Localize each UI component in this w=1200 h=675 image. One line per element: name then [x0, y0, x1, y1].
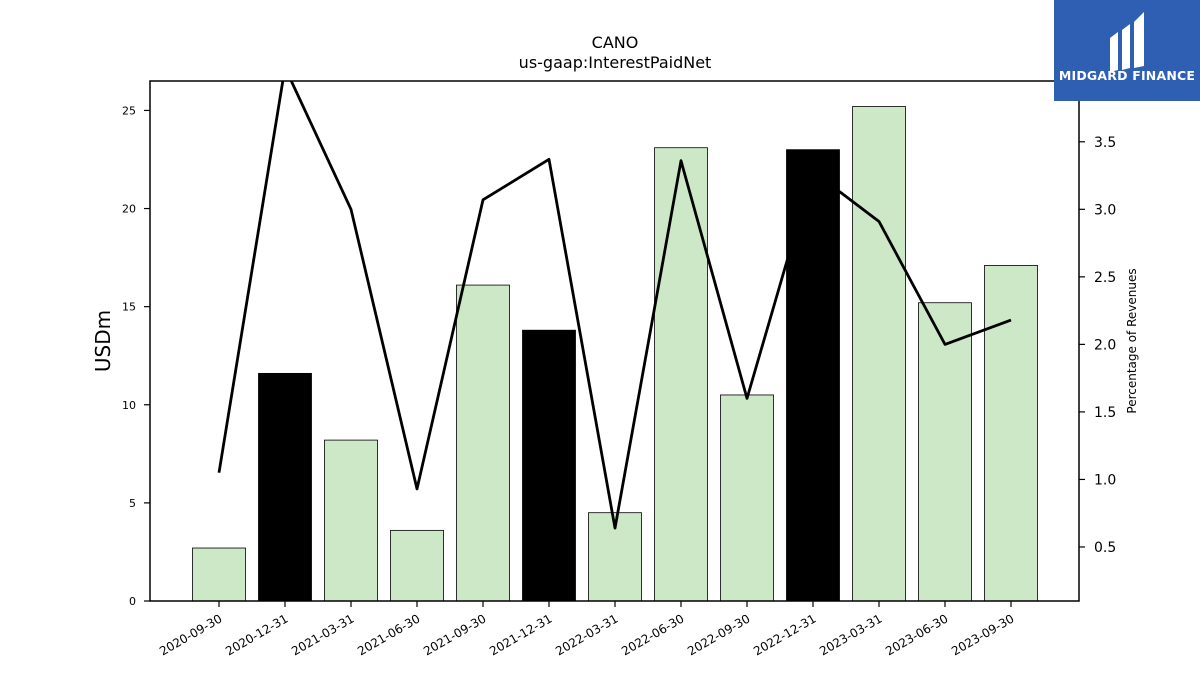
y2-tick-label: 3.0	[1094, 202, 1116, 218]
x-axis: 2020-09-302020-12-312021-03-312021-06-30…	[157, 601, 1017, 658]
y-axis-label: USDm	[91, 310, 115, 372]
x-tick-label: 2023-09-30	[949, 611, 1016, 658]
bar-2021-12-31	[522, 329, 576, 602]
bar-2020-09-30	[192, 547, 246, 602]
bar-2020-12-31	[258, 372, 312, 602]
y2-tick-label: 1.5	[1094, 405, 1116, 421]
y2-tick-label: 0.5	[1094, 540, 1116, 556]
x-tick-label: 2023-03-31	[817, 611, 884, 658]
bar-2023-06-30	[918, 302, 972, 602]
chart-title: CANO	[592, 33, 639, 52]
bar-2023-03-31	[852, 106, 906, 602]
logo-mark-icon	[1110, 12, 1144, 72]
y-axis-right: 0.5 1.0 1.5 2.0 2.5 3.0 3.5	[1079, 135, 1116, 556]
x-tick-label: 2023-06-30	[883, 611, 950, 658]
bar-2021-09-30	[456, 284, 510, 602]
bar-2022-09-30	[720, 394, 774, 602]
x-tick-label: 2021-12-31	[487, 611, 554, 658]
x-tick-label: 2022-03-31	[553, 611, 620, 658]
bar-2021-06-30	[390, 529, 444, 602]
y-tick-label: 0	[129, 595, 136, 608]
x-tick-label: 2021-06-30	[355, 611, 422, 658]
bar-2023-09-30	[984, 265, 1038, 602]
y2-tick-label: 1.0	[1094, 472, 1116, 488]
bar-2022-12-31	[786, 149, 840, 602]
line-series	[217, 67, 1012, 530]
y2-tick-label: 2.5	[1094, 270, 1116, 286]
brand-logo: MIDGARD FINANCE	[1054, 0, 1200, 101]
x-tick-label: 2021-09-30	[421, 611, 488, 658]
y-tick-label: 25	[122, 104, 136, 117]
y-tick-label: 15	[122, 301, 136, 314]
x-tick-label: 2020-12-31	[223, 611, 290, 658]
y-tick-label: 5	[129, 497, 136, 510]
bar-2022-06-30	[654, 147, 708, 602]
x-tick-label: 2022-12-31	[751, 611, 818, 658]
bar-series	[192, 106, 1038, 602]
x-tick-label: 2021-03-31	[289, 611, 356, 658]
chart-subtitle: us-gaap:InterestPaidNet	[519, 53, 712, 72]
x-tick-label: 2020-09-30	[157, 611, 224, 658]
y-tick-label: 10	[122, 399, 136, 412]
logo-text: MIDGARD FINANCE	[1058, 68, 1196, 83]
y2-tick-label: 2.0	[1094, 337, 1116, 353]
y2-axis-label: Percentage of Revenues	[1125, 268, 1139, 413]
x-tick-label: 2022-06-30	[619, 611, 686, 658]
y-tick-label: 20	[122, 203, 136, 216]
bar-2021-03-31	[324, 439, 378, 602]
y2-tick-label: 3.5	[1094, 135, 1116, 151]
x-tick-label: 2022-09-30	[685, 611, 752, 658]
y-axis-left: 0 5 10 15 20 25	[122, 104, 150, 608]
